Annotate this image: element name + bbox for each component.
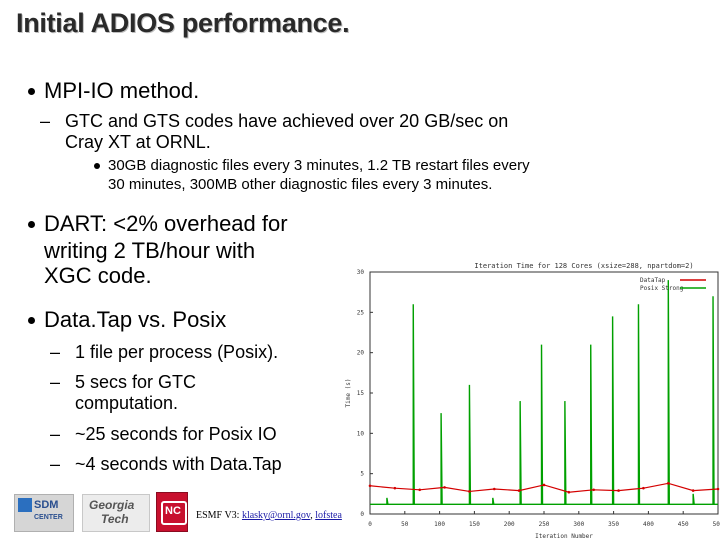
x-axis-label: Iteration Number [535, 533, 593, 540]
x-tick-label: 400 [643, 521, 654, 528]
slide-title: Initial ADIOS performance. [16, 8, 350, 38]
dash-marker: – [50, 424, 61, 444]
dash-marker: – [50, 342, 61, 362]
posix-series-line [370, 280, 718, 506]
x-tick-label: 200 [504, 521, 515, 528]
datatap-point [592, 488, 596, 492]
y-tick-label: 30 [357, 269, 365, 276]
x-tick-label: 250 [539, 521, 550, 528]
sdm-center-logo: SDM CENTER [14, 494, 74, 532]
sub-bullet-line: 5 secs for GTC [75, 372, 197, 392]
y-tick-label: 20 [357, 350, 365, 357]
sdm-logo-subtext: CENTER [34, 514, 63, 521]
dash-marker: – [40, 111, 51, 131]
x-tick-label: 350 [608, 521, 619, 528]
sub-sub-bullet-line: 30GB diagnostic files every 3 minutes, 1… [108, 157, 530, 174]
sub-sub-bullet-line: 30 minutes, 300MB other diagnostic files… [108, 176, 493, 193]
datatap-point [368, 484, 372, 488]
sub-bullet-line: ~25 seconds for Posix IO [75, 424, 277, 444]
y-tick-label: 10 [357, 430, 365, 437]
bullet-text: XGC code. [44, 263, 152, 288]
nc-state-logo: NC [156, 492, 188, 532]
footer-prefix: ESMF V3: [196, 510, 242, 521]
bullet-text: writing 2 TB/hour with [44, 238, 256, 263]
plot-area [369, 271, 719, 515]
bullet-text: Data.Tap vs. Posix [44, 307, 227, 332]
bullet-dot [28, 88, 35, 95]
datatap-point [642, 486, 645, 490]
georgia-tech-text: Tech [101, 512, 129, 526]
legend-label-datatap: DataTap [640, 277, 666, 284]
legend-label-posix: Posix Strong [640, 285, 684, 292]
datatap-point [443, 486, 446, 489]
dash-marker: – [50, 454, 61, 474]
y-tick-label: 0 [360, 511, 364, 518]
y-tick-label: 15 [357, 390, 365, 397]
datatap-point [666, 482, 670, 485]
datatap-point [517, 489, 521, 492]
x-tick-label: 50 [401, 521, 409, 528]
datatap-point [617, 489, 620, 492]
georgia-tech-text: Georgia [89, 498, 135, 512]
datatap-point [393, 486, 397, 490]
sub-bullet-line: ~4 seconds with Data.Tap [75, 454, 282, 474]
email-link[interactable]: lofstea [315, 510, 342, 521]
x-tick-label: 450 [678, 521, 689, 528]
dash-marker: – [50, 372, 61, 392]
x-tick-label: 0 [368, 521, 372, 528]
x-tick-label: 150 [469, 521, 480, 528]
y-axis-label: Time (s) [345, 379, 352, 408]
bullet-dot [28, 317, 35, 324]
x-tick-label: 100 [434, 521, 445, 528]
datatap-point [418, 488, 422, 492]
x-tick-label: 300 [573, 521, 584, 528]
georgia-tech-logo: Georgia Tech [82, 494, 150, 532]
bullet-dot [28, 221, 35, 228]
bullet-text: DART: <2% overhead for [44, 211, 288, 236]
datatap-point [542, 483, 546, 487]
sub-bullet-line: 1 file per process (Posix). [75, 342, 279, 362]
footer-separator: , [310, 510, 316, 521]
sub-bullet-line: GTC and GTS codes have achieved over 20 … [65, 111, 509, 131]
iteration-time-chart: Iteration Time for 128 Cores (xsize=288,… [345, 262, 720, 540]
datatap-point [567, 490, 571, 494]
datatap-point [716, 487, 720, 491]
nc-state-text: NC [165, 505, 181, 517]
sdm-logo-text: SDM [34, 499, 59, 511]
y-tick-label: 25 [357, 309, 365, 316]
email-link[interactable]: klasky@ornl.gov [241, 510, 311, 521]
datatap-point [468, 490, 471, 493]
bullet-dot [94, 163, 100, 169]
x-tick-label: 500 [713, 521, 720, 528]
datatap-point [691, 489, 695, 492]
bullet-text: MPI-IO method. [44, 78, 200, 103]
chart-title: Iteration Time for 128 Cores (xsize=288,… [474, 262, 693, 270]
sub-bullet-line: computation. [75, 393, 179, 413]
y-tick-label: 5 [360, 471, 364, 478]
footer-contact: ESMF V3: klasky@ornl.gov, lofstea [196, 510, 342, 521]
sub-bullet-line: Cray XT at ORNL. [65, 132, 211, 152]
datatap-point [492, 487, 496, 491]
